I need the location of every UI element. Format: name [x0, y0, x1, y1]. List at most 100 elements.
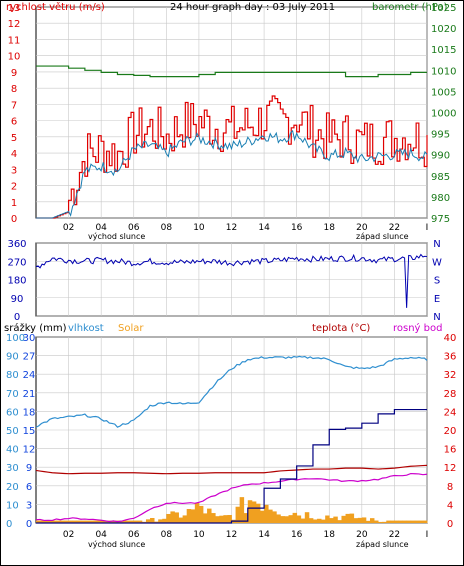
solar-bar-9 [72, 520, 78, 523]
wind-tick-11: 11 [8, 35, 21, 46]
solar-bar-31 [162, 518, 167, 523]
solar-bar-51 [243, 513, 249, 523]
solar-bar-30 [158, 519, 163, 523]
x-tick-label-3-5: 12 [226, 530, 237, 540]
compass-tick-3: W [432, 257, 442, 268]
hum-tick-0: 0 [6, 519, 12, 530]
solar-bar-57 [268, 509, 273, 523]
solar-bar-61 [284, 516, 289, 523]
wind-gust-line [36, 95, 428, 219]
rain-tick-9: 27 [23, 352, 36, 363]
dir-tick-2: 180 [7, 276, 26, 287]
baro-tick-5: 1000 [431, 109, 456, 120]
solar-bar-7 [64, 520, 69, 523]
wind-tick-12: 12 [8, 19, 21, 30]
solar-bar-72 [329, 518, 334, 523]
solar-bar-81 [365, 520, 371, 523]
temp-tick-5: 20 [444, 426, 457, 437]
x-tick-label-1-9: 20 [356, 223, 368, 233]
baro-tick-9: 1020 [431, 24, 456, 35]
solar-bar-44 [215, 516, 220, 523]
solar-bar-74 [337, 520, 342, 523]
wind-tick-4: 4 [11, 149, 17, 160]
temp-tick-1: 4 [447, 500, 453, 511]
solar-bar-6 [60, 520, 65, 523]
solar-bar-15 [97, 520, 102, 523]
solar-bar-62 [288, 515, 293, 523]
sunrise-label-1: východ slunce [88, 232, 145, 241]
hum-tick-1: 10 [6, 500, 19, 511]
humidity-line [35, 355, 428, 428]
solar-bar-27 [145, 519, 151, 523]
rain-tick-0: 0 [26, 519, 32, 530]
solar-bar-32 [166, 513, 171, 523]
wind-tick-3: 3 [11, 165, 17, 176]
baro-tick-6: 1005 [431, 87, 456, 98]
chart-title: 24 hour graph day : 03 July 2011 [170, 2, 335, 13]
sunset-label-1: západ slunce [356, 232, 409, 241]
x-tick-label-3-7: 16 [291, 530, 303, 540]
solar-bar-75 [341, 515, 346, 523]
solar-bar-29 [154, 521, 159, 523]
wind-tick-7: 7 [11, 100, 17, 111]
solar-bar-33 [170, 511, 175, 523]
solar-bar-13 [88, 520, 94, 523]
temp-tick-0: 0 [447, 519, 453, 530]
x-tick-label-3-2: 06 [128, 530, 140, 540]
solar-bar-21 [121, 520, 127, 523]
rain-tick-3: 9 [26, 463, 32, 474]
temp-axis-label: teplota (°C) [312, 323, 370, 334]
compass-tick-2: S [434, 276, 440, 287]
x-tick-label-3-9: 20 [356, 530, 368, 540]
solar-bar-64 [296, 515, 302, 523]
wind-tick-13: 13 [8, 3, 21, 14]
solar-bar-36 [182, 515, 188, 523]
solar-bar-52 [247, 500, 253, 523]
hum-tick-6: 60 [6, 407, 19, 418]
rain-tick-5: 15 [23, 426, 36, 437]
compass-tick-4: N [433, 239, 440, 250]
solar-bar-43 [211, 513, 216, 523]
solar-bar-23 [129, 520, 135, 523]
temp-tick-8: 32 [444, 370, 457, 381]
solar-bar-38 [190, 509, 196, 523]
solar-bar-73 [333, 516, 338, 523]
temp-tick-4: 16 [444, 445, 457, 456]
solar-bar-16 [101, 520, 106, 523]
wind-axis-label: rychlost větru (m/s) [6, 1, 105, 13]
solar-bar-77 [349, 513, 355, 523]
solar-bar-28 [150, 517, 155, 523]
x-tick-label-1-11: I [426, 223, 429, 233]
solar-bar-34 [174, 512, 179, 523]
solar-bar-82 [369, 518, 375, 523]
solar-bar-37 [186, 509, 192, 523]
x-tick-label-3-0: 02 [63, 530, 74, 540]
x-tick-label-1-0: 02 [63, 223, 74, 233]
x-tick-label-3-8: 18 [324, 530, 336, 540]
solar-bar-79 [357, 517, 363, 523]
solar-bar-53 [251, 501, 257, 523]
solar-axis-label: Solar [118, 323, 144, 334]
solar-bar-42 [207, 508, 212, 523]
solar-bar-5 [56, 520, 61, 523]
x-tick-label-1-4: 10 [193, 223, 205, 233]
solar-bar-86 [386, 520, 391, 523]
solar-bar-70 [321, 519, 326, 523]
temp-tick-7: 28 [444, 389, 457, 400]
solar-bar-41 [202, 513, 208, 523]
hum-tick-10: 100 [6, 333, 25, 344]
baro-tick-0: 975 [431, 214, 450, 225]
solar-bar-49 [235, 506, 241, 523]
solar-bar-0 [36, 520, 41, 523]
temp-tick-9: 36 [444, 352, 457, 363]
compass-tick-1: E [434, 294, 440, 305]
x-tick-label-1-1: 04 [95, 223, 107, 233]
dir-tick-4: 360 [7, 239, 26, 250]
solar-bar-93 [414, 520, 420, 523]
wind-tick-2: 2 [11, 182, 17, 193]
sunrise-label-3: východ slunce [88, 540, 145, 549]
temp-tick-2: 8 [447, 482, 453, 493]
solar-bar-83 [374, 520, 379, 523]
rain-line [36, 408, 427, 524]
